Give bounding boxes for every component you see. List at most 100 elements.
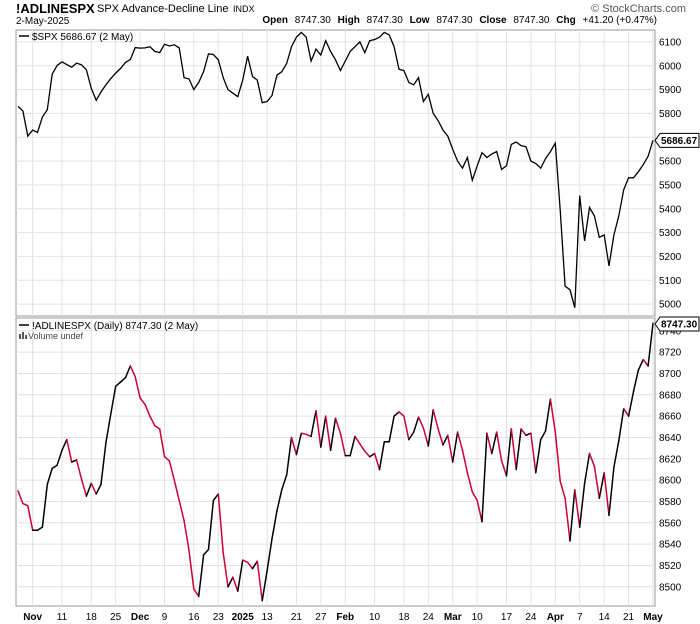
adline-down-segment — [154, 424, 161, 430]
y-tick-label: 8660 — [659, 412, 682, 423]
spx-last-value-box — [654, 132, 700, 148]
adline-panel-frame — [15, 317, 656, 607]
x-tick-label: 11 — [57, 612, 68, 623]
adline-down-segment — [549, 398, 557, 433]
symbol-description: SPX Advance-Decline Line — [97, 3, 229, 15]
adline-down-segment — [241, 559, 249, 564]
adline-down-segment — [22, 502, 29, 507]
adline-up-segment — [608, 466, 615, 517]
y-tick-label: 8500 — [659, 582, 682, 593]
adline-up-segment — [637, 358, 644, 372]
volume-icon — [19, 332, 27, 339]
spx-price-panel: 5000510052005300540055005600570058005900… — [15, 29, 700, 317]
x-tick-label: 17 — [501, 612, 513, 623]
adline-up-segment — [618, 407, 625, 442]
adline-down-segment — [471, 491, 478, 502]
adline-down-segment — [417, 416, 425, 429]
adline-down-segment — [324, 415, 332, 452]
adline-up-segment — [598, 471, 605, 500]
adline-down-segment — [339, 432, 347, 457]
quote-date: 2-May-2025 — [16, 16, 70, 27]
adline-up-segment — [408, 431, 415, 441]
adline-up-segment — [481, 432, 488, 523]
adline-down-segment — [486, 432, 493, 455]
adline-up-segment — [388, 415, 395, 443]
adline-up-segment — [56, 449, 63, 466]
y-tick-label: 5800 — [659, 109, 682, 120]
y-tick-label: 5200 — [659, 252, 682, 263]
x-tick-label: 23 — [213, 612, 225, 623]
adline-down-segment — [622, 407, 630, 417]
adline-up-segment — [627, 390, 635, 417]
adline-down-segment — [66, 438, 73, 463]
adline-down-segment — [75, 459, 83, 480]
adline-down-segment — [588, 452, 596, 468]
adline-up-segment — [491, 431, 498, 455]
adline-last-value-tag: 8747.30 — [654, 316, 700, 332]
adline-up-segment — [36, 526, 44, 532]
spx-gridlines — [16, 30, 655, 316]
y-tick-label: 5000 — [659, 300, 682, 311]
adline-down-segment — [222, 551, 229, 588]
y-tick-label: 8720 — [659, 348, 682, 359]
adline-down-segment — [129, 365, 136, 378]
adline-up-segment — [276, 488, 283, 512]
adline-up-segment — [85, 482, 93, 497]
adline-up-segment — [525, 432, 532, 437]
adline-up-segment — [124, 365, 132, 379]
adline-up-segment — [251, 560, 259, 570]
spx-last-value-label: 5686.67 — [661, 136, 698, 147]
x-tick-label: 10 — [369, 612, 381, 623]
exchange: INDX — [233, 4, 255, 14]
adline-up-segment — [505, 428, 513, 477]
adline-down-segment — [246, 561, 254, 570]
y-tick-label: 8520 — [659, 561, 682, 572]
adline-up-segment — [578, 482, 586, 528]
x-tick-label: 9 — [162, 612, 168, 623]
adline-up-segment — [320, 415, 327, 448]
adline-up-segment — [266, 538, 273, 572]
adline-down-segment — [359, 443, 366, 453]
high-value: 8747.30 — [366, 15, 403, 26]
adline-up-segment — [329, 417, 337, 452]
chart-header: !ADLINESPX SPX Advance-Decline Line INDX… — [0, 0, 700, 30]
adline-down-segment — [144, 403, 151, 417]
open-value: 8747.30 — [294, 15, 331, 26]
adline-down-segment — [183, 519, 190, 552]
adline-up-segment — [583, 452, 591, 485]
adline-up-segment — [539, 430, 547, 441]
adline-up-segment — [442, 434, 449, 446]
y-tick-label: 5300 — [659, 228, 682, 239]
y-tick-label: 5400 — [659, 204, 682, 215]
adline-down-segment — [593, 465, 601, 500]
adline-down-segment — [134, 375, 141, 399]
adline-up-segment — [647, 322, 654, 367]
adline-down-segment — [398, 411, 405, 417]
adline-down-segment — [173, 479, 180, 502]
y-tick-label: 8680 — [659, 390, 682, 401]
adline-down-segment — [422, 427, 430, 447]
adline-down-segment — [178, 499, 185, 522]
adline-up-segment — [632, 369, 640, 393]
adline-down-segment — [315, 410, 322, 448]
adline-down-segment — [193, 588, 200, 598]
adline-up-segment — [41, 483, 49, 528]
adline-up-segment — [535, 438, 542, 474]
adline-down-segment — [305, 433, 312, 438]
y-tick-label: 5600 — [659, 157, 682, 168]
y-tick-label: 6000 — [659, 61, 682, 72]
adline-down-segment — [437, 428, 444, 446]
x-tick-label: Nov — [23, 612, 42, 623]
adline-down-segment — [256, 560, 263, 602]
adline-down-segment — [139, 397, 146, 406]
adline-up-segment — [61, 438, 68, 452]
adline-down-segment — [373, 452, 381, 471]
x-tick-label: 21 — [623, 612, 635, 623]
adline-last-value-box — [654, 316, 700, 332]
spx-last-value-tag: 5686.67 — [654, 132, 700, 148]
adline-down-segment — [168, 460, 176, 481]
adline-up-segment — [412, 416, 420, 433]
x-tick-label: Mar — [444, 612, 462, 623]
spx-y-axis: 5000510052005300540055005600570058005900… — [659, 37, 682, 310]
adline-down-segment — [217, 493, 224, 554]
